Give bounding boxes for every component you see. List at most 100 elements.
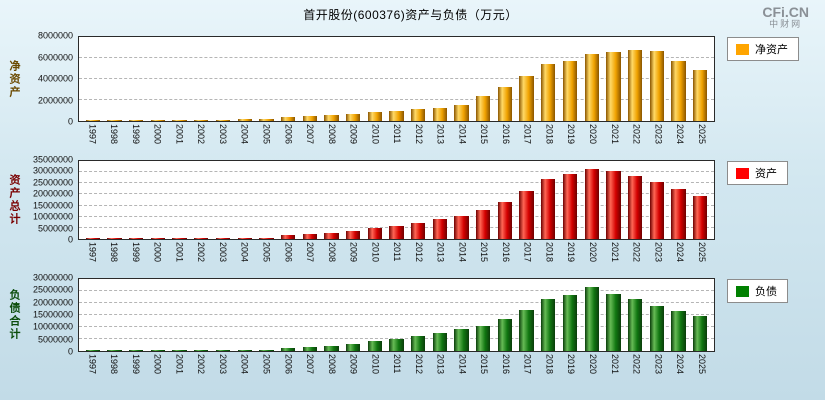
x-tick: 1999 — [125, 124, 147, 151]
gridline — [79, 57, 714, 58]
x-tick-label: 2018 — [544, 242, 555, 263]
x-tick-label: 2012 — [413, 242, 424, 263]
net-assets-bar-2003 — [215, 119, 231, 121]
x-tick: 2018 — [538, 354, 560, 381]
total-liabilities-bar-2018 — [541, 299, 556, 351]
x-tick-label: 2022 — [631, 242, 642, 263]
x-tick-label: 2000 — [152, 124, 163, 145]
total-assets-bar-2011 — [389, 225, 404, 239]
x-tick-label: 2012 — [413, 124, 424, 145]
net-assets-bar-2008 — [324, 115, 339, 121]
gridline — [79, 99, 714, 100]
net-assets-bar-2001 — [172, 119, 187, 121]
x-tick: 2000 — [146, 354, 168, 381]
gridline — [79, 171, 714, 173]
total-liabilities-bar-2003 — [215, 350, 231, 351]
total-liabilities-bar-2002 — [194, 350, 209, 351]
bar-slot — [386, 37, 408, 121]
bar-slot — [668, 279, 690, 351]
x-tick: 2002 — [190, 124, 212, 151]
bar-slot — [451, 37, 473, 121]
x-tick: 2014 — [451, 124, 473, 151]
x-tick: 2005 — [255, 124, 277, 151]
x-tick-label: 2004 — [239, 124, 250, 145]
total-liabilities-bar-2004 — [237, 350, 252, 351]
x-tick: 2016 — [495, 354, 517, 381]
x-tick: 2013 — [429, 242, 451, 269]
bar-slot — [429, 37, 451, 121]
x-tick-label: 2019 — [566, 242, 577, 263]
total-liabilities-bar-2006 — [280, 348, 296, 351]
x-tick-label: 2009 — [348, 124, 359, 145]
cfi-logo[interactable]: CFi.CN 中财网 — [762, 5, 809, 29]
x-tick-label: 2001 — [174, 354, 185, 375]
bar-slot — [451, 161, 473, 239]
x-tick-label: 2025 — [696, 242, 707, 263]
x-tick: 2017 — [516, 242, 538, 269]
x-tick: 2018 — [538, 242, 560, 269]
x-tick: 2001 — [168, 124, 190, 151]
total-assets-bar-2012 — [411, 222, 426, 239]
net-assets-bar-2004 — [237, 119, 252, 121]
bar-slot — [234, 37, 256, 121]
y-tick-label: 10000000 — [32, 211, 73, 222]
bar-slot — [646, 37, 668, 121]
gridline — [79, 193, 714, 195]
x-tick-label: 1998 — [109, 242, 120, 263]
total-assets-bar-2020 — [584, 168, 599, 239]
x-tick-label: 2013 — [435, 242, 446, 263]
x-tick: 2015 — [473, 124, 495, 151]
x-tick: 2003 — [212, 354, 234, 381]
bar-slot — [581, 37, 603, 121]
x-tick-label: 2023 — [653, 124, 664, 145]
x-tick: 2010 — [364, 242, 386, 269]
x-tick: 2025 — [690, 242, 712, 269]
y-tick-label: 6000000 — [37, 52, 73, 62]
gridlines-net-assets — [79, 37, 714, 121]
x-tick: 2008 — [320, 354, 342, 381]
x-tick: 2011 — [386, 124, 408, 151]
x-tick: 1999 — [125, 242, 147, 269]
bar-slot — [277, 37, 299, 121]
x-tick-label: 1999 — [130, 124, 141, 145]
total-assets-bar-2023 — [649, 182, 664, 239]
x-tick-label: 2019 — [566, 354, 577, 375]
x-tick: 2004 — [233, 354, 255, 381]
x-tick-label: 2024 — [675, 242, 686, 263]
x-tick-label: 2020 — [587, 354, 598, 375]
x-tick-label: 2007 — [305, 242, 316, 263]
total-liabilities-bar-2007 — [302, 347, 317, 351]
x-tick-label: 2015 — [479, 242, 490, 263]
bar-slot — [125, 161, 147, 239]
total-assets-bar-2016 — [497, 202, 513, 239]
y-tick-label: 0 — [67, 116, 73, 127]
bar-slot — [342, 161, 364, 239]
x-tick-label: 2016 — [500, 124, 511, 145]
x-tick-label: 2017 — [522, 354, 533, 375]
bar-slot — [646, 279, 668, 351]
bar-slot — [125, 279, 147, 351]
bar-slot — [277, 161, 299, 239]
x-tick: 2009 — [342, 354, 364, 381]
total-assets-bar-1997 — [85, 238, 100, 239]
x-tick-label: 2025 — [696, 124, 707, 145]
bar-slot — [364, 161, 386, 239]
y-tick-label: 8000000 — [37, 30, 73, 41]
x-tick: 2001 — [168, 354, 190, 381]
x-tick: 2020 — [582, 354, 604, 381]
total-assets-bar-2007 — [302, 234, 317, 239]
plot-column-net-assets: 1997 1998 1999 2000 2001 2002 2003 2004 2005 2006… — [78, 36, 715, 151]
total-assets-bar-2019 — [562, 174, 578, 239]
plot-area-total-assets — [78, 160, 715, 240]
x-tick-label: 2015 — [479, 124, 490, 145]
x-tick-label: 2021 — [609, 242, 620, 263]
total-liabilities-bar-2012 — [411, 336, 426, 351]
total-liabilities-bar-2019 — [562, 295, 578, 351]
x-tick-label: 2002 — [196, 242, 207, 263]
total-liabilities-bar-2022 — [627, 298, 643, 351]
y-axis-title-total-liabilities: 负债合计 — [8, 289, 20, 341]
total-assets-bar-2021 — [606, 171, 621, 239]
x-tick-label: 2005 — [261, 354, 272, 375]
bar-slot — [299, 279, 321, 351]
legend-total-assets: 资产 — [727, 161, 788, 185]
